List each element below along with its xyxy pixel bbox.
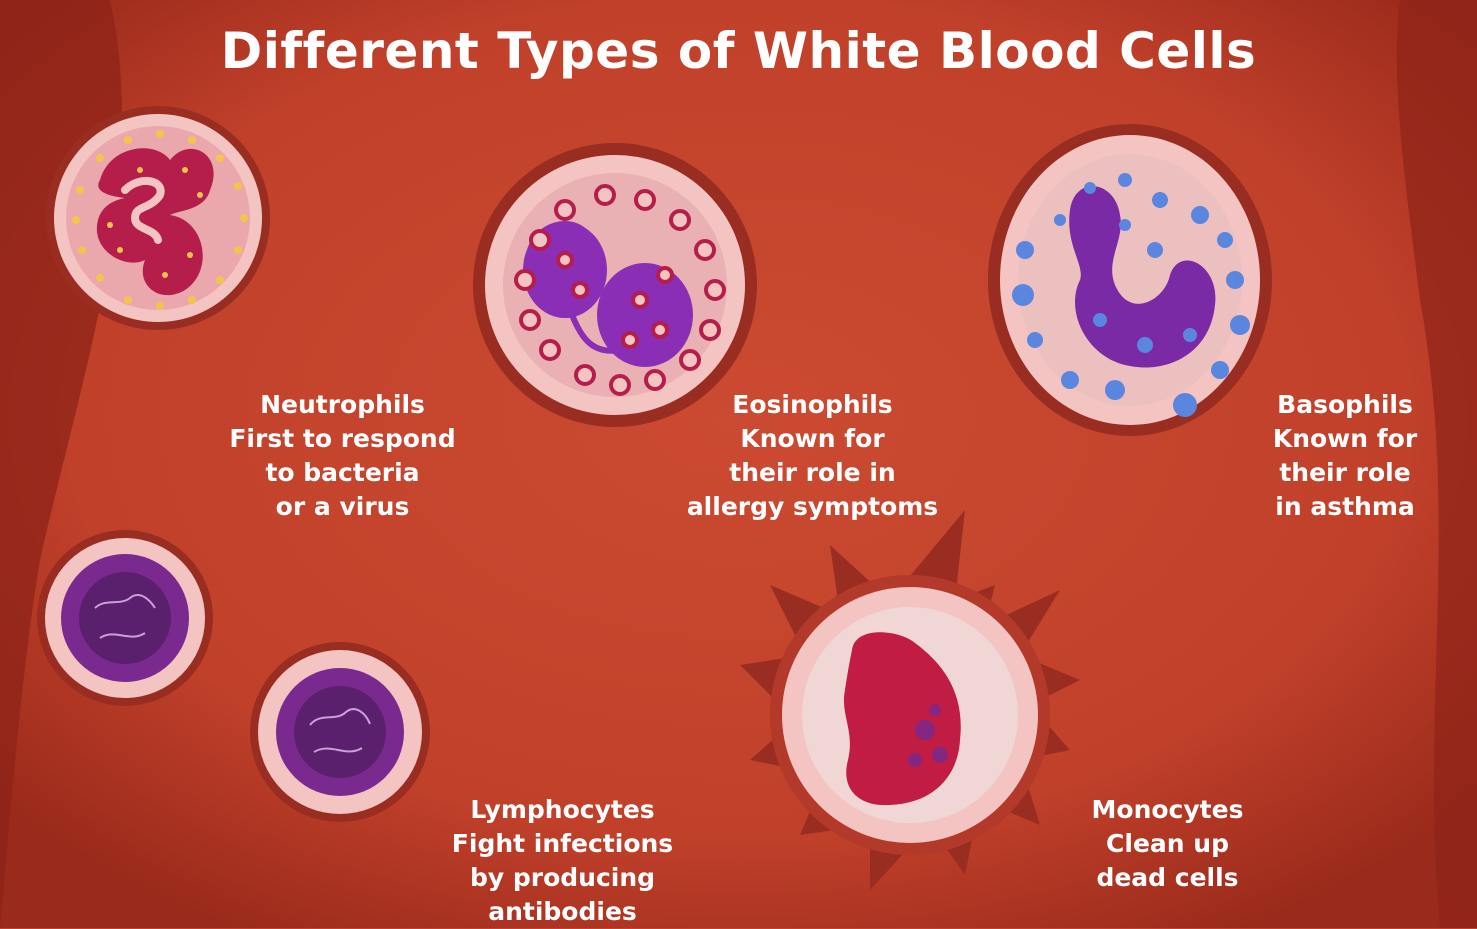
cell-description-line: Clean up <box>1106 829 1229 858</box>
lymphocyte-illustration-1 <box>37 530 213 706</box>
cell-description-line: or a virus <box>275 492 410 521</box>
cell-description-line: Fight infections <box>451 829 674 858</box>
cell-name: Eosinophils <box>732 390 893 419</box>
cell-description-line: by producing <box>469 863 656 892</box>
cell-description-line: Known for <box>1272 424 1418 453</box>
cell-description-line: dead cells <box>1096 863 1239 892</box>
basophils-label: Basophils Known for their role in asthma <box>1255 388 1435 524</box>
eosinophils-label: Eosinophils Known for their role in alle… <box>680 388 945 524</box>
cell-description-line: in asthma <box>1275 492 1415 521</box>
cell-description-line: their role <box>1279 458 1411 487</box>
cell-description-line: their role in <box>729 458 896 487</box>
cell-name: Monocytes <box>1091 795 1244 824</box>
monocytes-label: Monocytes Clean up dead cells <box>1070 793 1265 895</box>
cell-name: Neutrophils <box>260 390 425 419</box>
neutrophils-label: Neutrophils First to respond to bacteria… <box>220 388 465 524</box>
lymphocyte-illustration-2 <box>250 642 430 822</box>
cell-description-line: to bacteria <box>265 458 420 487</box>
cell-description-line: antibodies <box>488 897 637 926</box>
monocyte-illustration <box>740 510 1080 890</box>
neutrophil-illustration <box>46 106 270 330</box>
page-title: Different Types of White Blood Cells <box>220 22 1257 80</box>
lymphocytes-label: Lymphocytes Fight infections by producin… <box>445 793 680 929</box>
eosinophil-illustration <box>473 143 757 427</box>
cell-name: Lymphocytes <box>470 795 655 824</box>
right-dark-vessel-edge <box>1396 0 1477 928</box>
cell-name: Basophils <box>1277 390 1413 419</box>
cell-description-line: allergy symptoms <box>686 492 939 521</box>
cell-description-line: Known for <box>740 424 885 453</box>
basophil-illustration <box>988 124 1272 436</box>
cell-description-line: First to respond <box>229 424 456 453</box>
